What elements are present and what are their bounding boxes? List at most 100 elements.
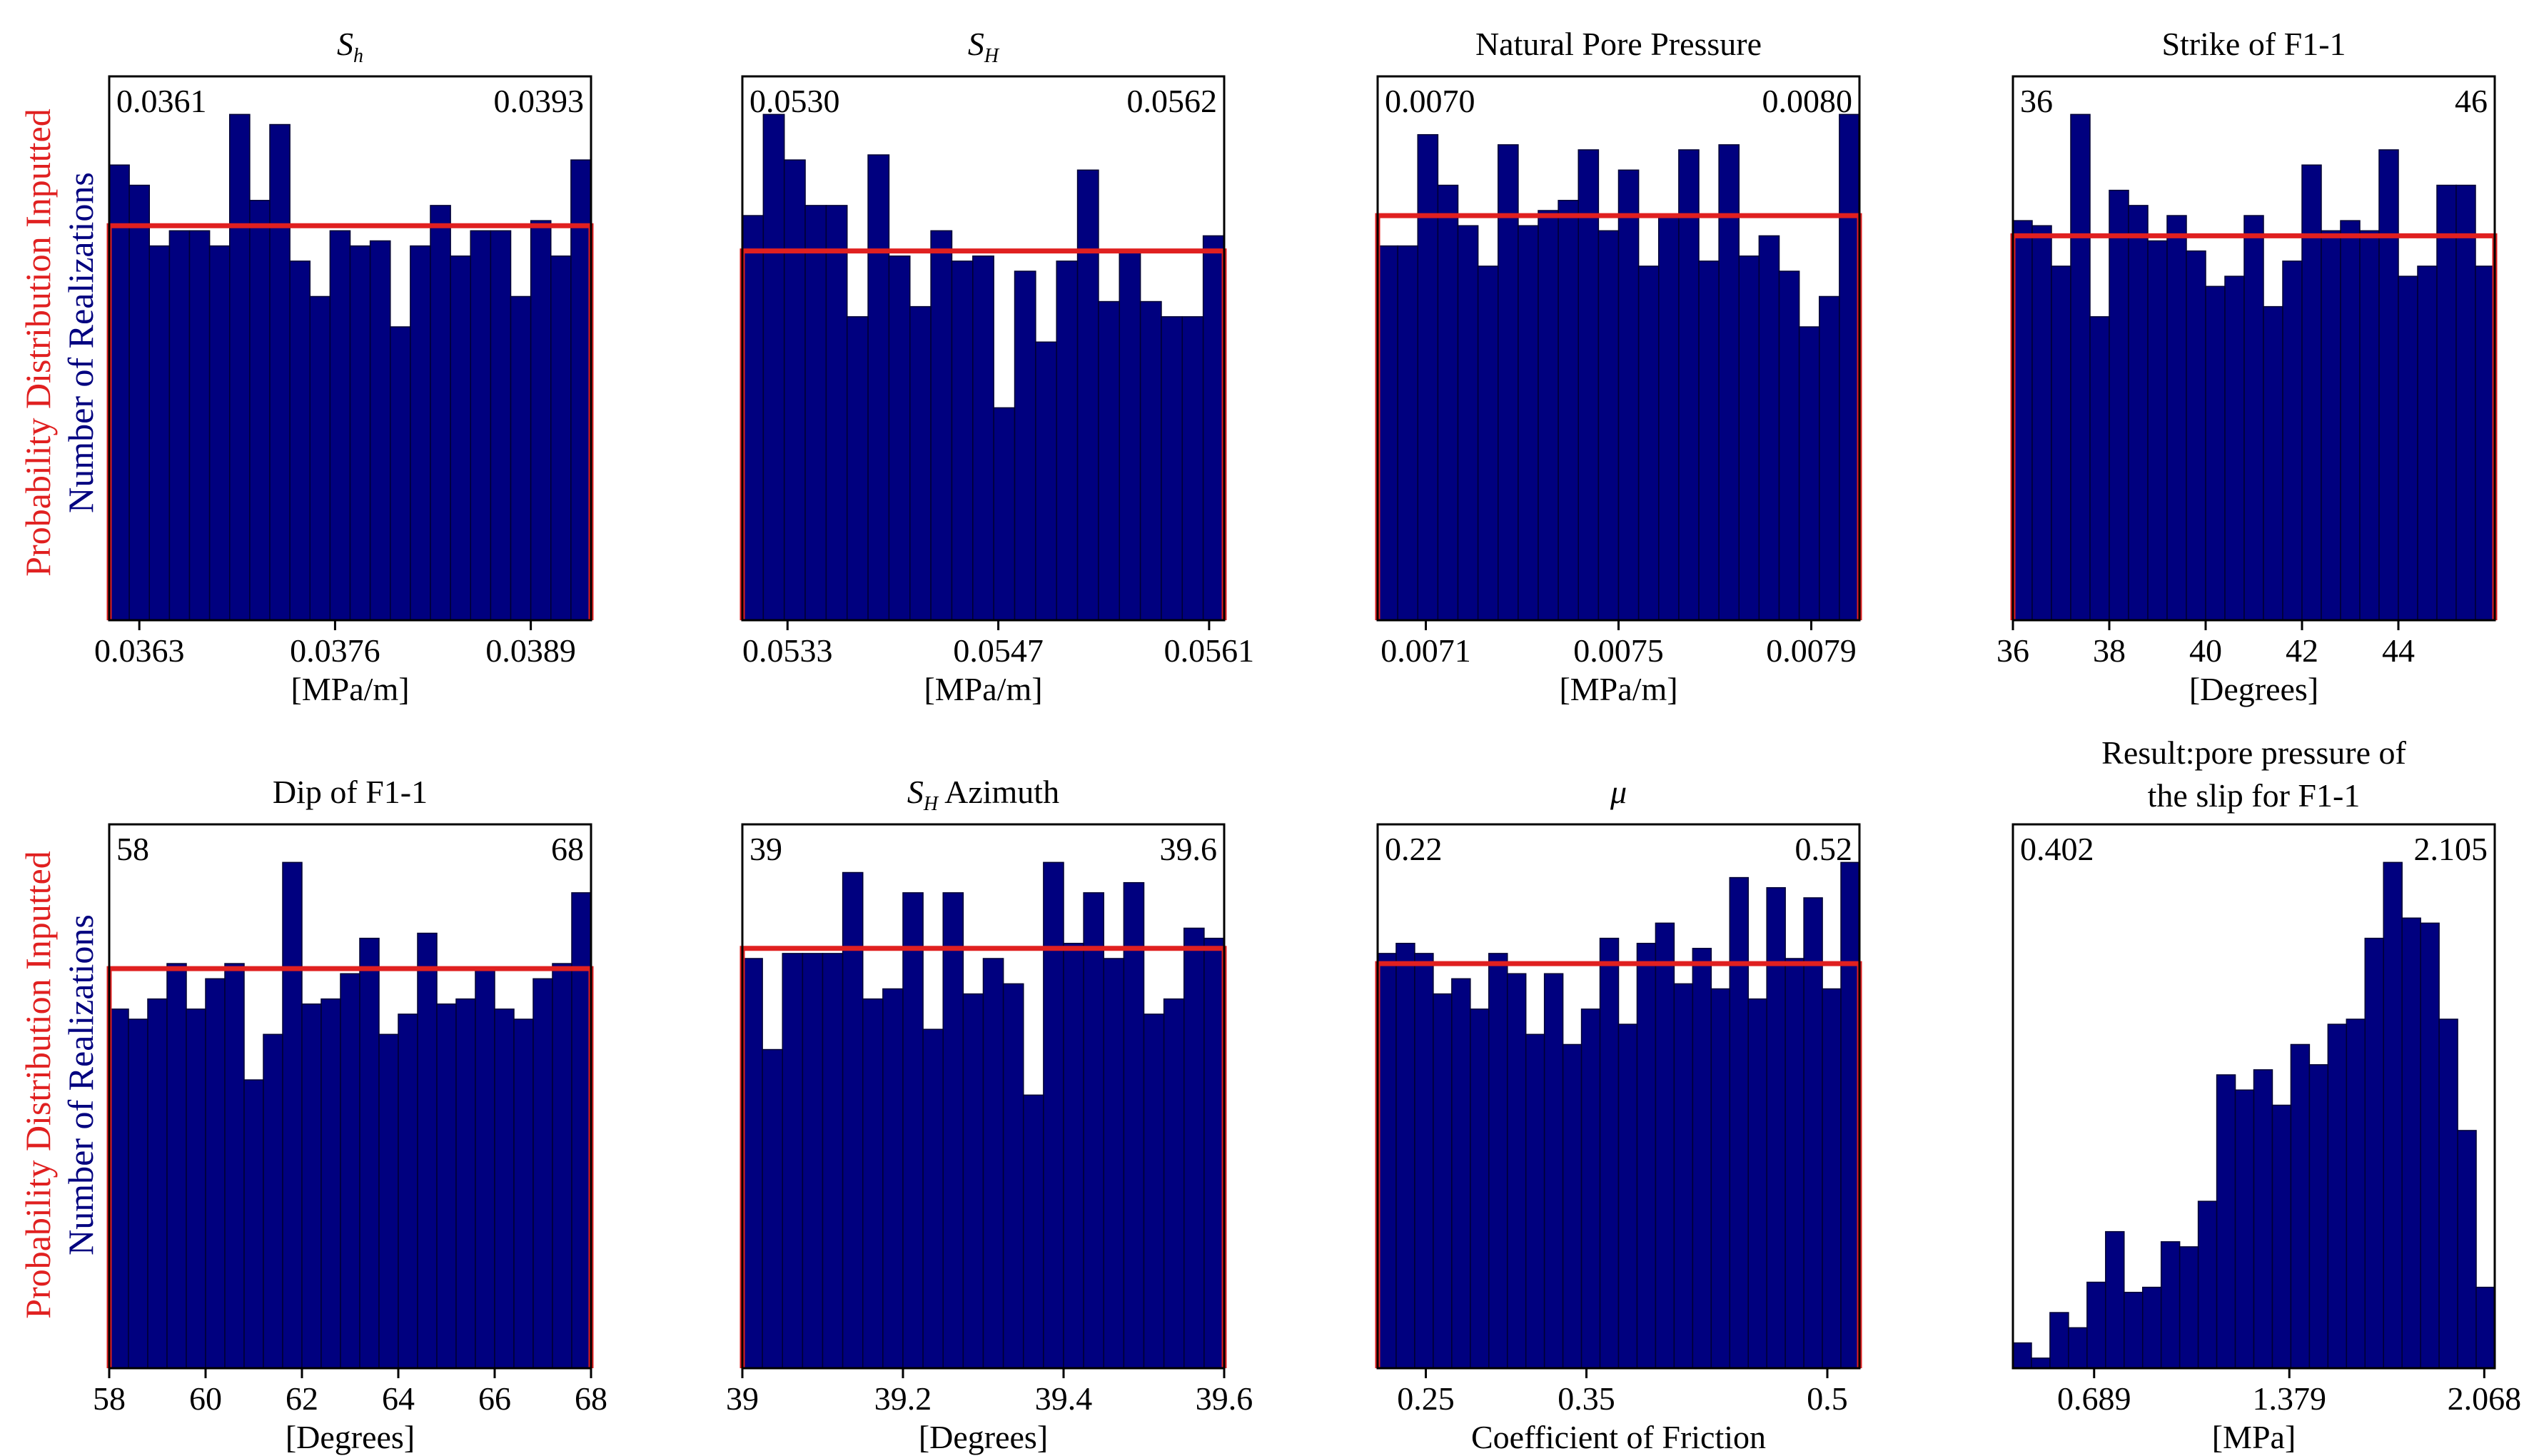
histogram-bar xyxy=(2012,1342,2032,1369)
histogram-bar xyxy=(2031,1358,2051,1369)
histogram-bar xyxy=(1470,1008,1490,1369)
range-max-label: 46 xyxy=(2455,83,2488,119)
histogram-bar xyxy=(510,295,532,621)
histogram-bar xyxy=(909,305,932,621)
histogram-bar xyxy=(2070,113,2091,621)
histogram-bar xyxy=(1181,316,1204,621)
histogram-bar xyxy=(470,230,492,621)
y-label-probability-bottom: Probability Distribution Inputted xyxy=(18,851,58,1319)
histogram-bar xyxy=(1636,942,1657,1369)
histogram-bar xyxy=(430,205,451,621)
histogram-bar xyxy=(390,326,411,621)
histogram-panel-7: μ 0.22 0.52 0.25 0.35 0.5 Coefficient of Frict… xyxy=(1375,774,1862,1455)
histogram-bar xyxy=(2068,1327,2088,1369)
histogram-bar xyxy=(269,123,291,621)
histogram-panel-5: Dip of F1-1 58 68 58 60 62 64 66 68 [Degrees] xyxy=(93,774,607,1455)
x-tick-label: 0.0071 xyxy=(1380,632,1471,669)
histogram-bar xyxy=(1377,245,1398,621)
x-tick-label: 0.5 xyxy=(1807,1380,1848,1417)
histogram-bar xyxy=(1203,937,1225,1369)
histogram-bar xyxy=(1710,988,1731,1369)
x-axis-label: [Degrees] xyxy=(2189,671,2318,707)
x-tick-label: 0.0389 xyxy=(485,632,576,669)
histogram-bar xyxy=(1840,861,1860,1369)
x-tick-label: 44 xyxy=(2382,632,2415,669)
histogram-bar xyxy=(1558,200,1580,621)
histogram-bar xyxy=(1063,942,1084,1369)
histogram-bar xyxy=(1498,144,1519,621)
x-tick-label: 64 xyxy=(382,1380,415,1417)
histogram-bar xyxy=(1637,266,1660,621)
histogram-bar xyxy=(942,892,964,1369)
histogram-bar xyxy=(186,1008,206,1369)
histogram-bar xyxy=(804,205,827,621)
histogram-bar xyxy=(1822,988,1842,1369)
range-min-label: 39 xyxy=(749,831,782,867)
histogram-bar xyxy=(2205,285,2226,621)
histogram-bar xyxy=(2186,250,2206,621)
histogram-bar xyxy=(972,256,994,621)
histogram-bar xyxy=(1183,927,1205,1369)
histogram-bar xyxy=(1758,235,1780,621)
range-min-label: 36 xyxy=(2020,83,2053,119)
histogram-bar xyxy=(2359,230,2380,621)
histogram-bar xyxy=(2420,922,2440,1369)
histogram-bar xyxy=(1692,948,1712,1369)
histogram-bar xyxy=(1729,876,1749,1369)
histogram-bar xyxy=(188,230,211,621)
histogram-bar xyxy=(2364,937,2384,1369)
histogram-bar xyxy=(2327,1023,2348,1369)
histogram-bar xyxy=(378,1033,399,1369)
histogram-bar xyxy=(982,958,1004,1369)
histogram-bar xyxy=(902,892,924,1369)
y-label-realizations-top: Number of Realizations xyxy=(61,172,101,513)
x-tick-label: 0.0376 xyxy=(290,632,380,669)
histogram-bar xyxy=(2417,266,2438,621)
panel-title: Dip of F1-1 xyxy=(273,774,428,810)
plot-frame xyxy=(741,75,1226,622)
panel-title: Strike of F1-1 xyxy=(2161,26,2346,62)
x-tick-label: 39 xyxy=(726,1380,759,1417)
histogram-bar xyxy=(2346,1018,2366,1369)
histogram-bar xyxy=(1578,149,1600,621)
histogram-bar xyxy=(1457,225,1479,621)
histogram-bar xyxy=(1488,953,1508,1369)
histogram-bar xyxy=(1043,861,1064,1369)
x-tick-label: 68 xyxy=(575,1380,607,1417)
x-tick-label: 0.0533 xyxy=(742,632,833,669)
x-tick-label: 2.068 xyxy=(2448,1380,2522,1417)
histogram-bar xyxy=(2457,1130,2477,1369)
histogram-bar xyxy=(1839,113,1860,621)
histogram-bar xyxy=(224,963,245,1369)
histogram-panel-8: Result:pore pressure of the slip for F1-1… xyxy=(2011,734,2522,1455)
x-tick-label: 0.35 xyxy=(1558,1380,1615,1417)
histogram-bar xyxy=(108,1008,129,1369)
histogram-bar xyxy=(742,958,763,1369)
plot-frame xyxy=(741,823,1226,1370)
x-tick-label: 39.4 xyxy=(1035,1380,1093,1417)
histogram-bar xyxy=(1035,341,1057,621)
panel-title: SH Azimuth xyxy=(907,774,1059,815)
histogram-bar xyxy=(1506,973,1527,1369)
histogram-bar xyxy=(309,295,331,621)
histogram-bar xyxy=(147,998,168,1369)
panel-title: Sh xyxy=(337,26,363,67)
histogram-bar xyxy=(1543,973,1564,1369)
histogram-bar xyxy=(249,200,271,621)
x-tick-label: 0.0547 xyxy=(953,632,1044,669)
histogram-bar xyxy=(1562,1043,1582,1369)
histogram-bar xyxy=(1002,983,1024,1369)
histogram-bar xyxy=(410,245,431,621)
range-max-label: 0.52 xyxy=(1795,831,1853,867)
histogram-bar xyxy=(1076,169,1099,621)
histogram-bar xyxy=(867,154,890,621)
x-axis-label: [MPa/m] xyxy=(291,671,409,707)
range-min-label: 0.0070 xyxy=(1385,83,1475,119)
histogram-bar xyxy=(822,953,844,1369)
histogram-bar xyxy=(450,256,472,621)
histogram-bar xyxy=(1139,300,1162,621)
histogram-bar xyxy=(205,978,226,1369)
histogram-bar xyxy=(494,1008,515,1369)
x-tick-label: 66 xyxy=(478,1380,511,1417)
